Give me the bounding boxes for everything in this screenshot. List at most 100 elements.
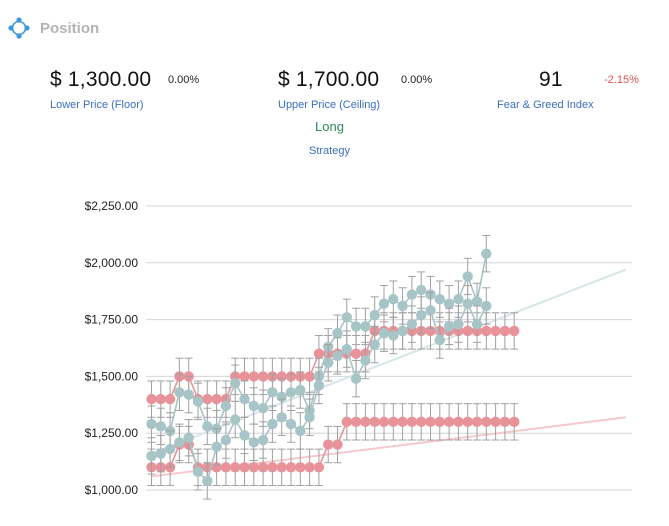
data-point (304, 412, 315, 423)
data-point (257, 403, 269, 414)
data-point (397, 325, 408, 337)
data-point (332, 328, 343, 339)
data-point (453, 318, 464, 330)
data-point (192, 466, 204, 478)
data-point (146, 393, 157, 405)
data-point (257, 371, 269, 382)
data-point (192, 396, 204, 407)
data-point (434, 416, 445, 428)
ceiling-metric: $ 1,700.00 0.00% Upper Price (Ceiling) (278, 68, 432, 111)
floor-change: 0.00% (168, 74, 200, 86)
data-point (397, 300, 408, 312)
y-tick-label: $1,000.00 (85, 483, 139, 497)
data-point (267, 387, 278, 398)
data-point (295, 384, 306, 396)
cluster-logo-icon (8, 17, 30, 39)
data-point (378, 328, 390, 339)
data-point (313, 380, 325, 391)
data-point (174, 387, 185, 398)
data-point (406, 416, 418, 428)
data-point (350, 373, 362, 384)
data-point (425, 416, 436, 428)
data-point (471, 318, 483, 330)
data-point (267, 462, 278, 473)
y-tick-label: $1,750.00 (85, 313, 139, 327)
data-point (285, 418, 297, 430)
floor-price-value: $ 1,300.00 (50, 68, 152, 91)
data-point (248, 437, 259, 448)
data-point (453, 293, 464, 305)
data-point (304, 462, 315, 473)
data-point (369, 309, 380, 321)
data-point (481, 325, 492, 337)
floor-metric: $ 1,300.00 0.00% Lower Price (Floor) (50, 68, 199, 111)
data-point (248, 462, 259, 473)
fear-greed-change: -2.15% (604, 74, 639, 86)
data-point (416, 284, 427, 296)
data-point (434, 293, 445, 305)
data-point (276, 462, 287, 473)
data-point (388, 416, 399, 428)
data-point (416, 416, 427, 428)
data-point (499, 325, 511, 337)
data-point (248, 400, 259, 412)
data-point (164, 393, 176, 405)
data-point (239, 393, 250, 405)
data-point (267, 418, 278, 430)
data-point (220, 462, 232, 473)
data-point (341, 343, 352, 355)
strategy-value: Long (315, 119, 344, 134)
data-point (416, 309, 427, 321)
data-point (499, 416, 511, 428)
data-point (295, 462, 306, 473)
data-point (406, 289, 418, 300)
data-point (509, 325, 520, 337)
data-point (323, 439, 334, 450)
data-point (276, 412, 287, 423)
y-tick-label: $1,500.00 (85, 369, 139, 383)
data-point (369, 339, 380, 350)
data-point (146, 418, 157, 430)
data-point (257, 434, 269, 446)
data-point (471, 296, 483, 307)
floor-label: Lower Price (Floor) (50, 99, 144, 111)
data-point (202, 393, 213, 405)
y-tick-label: $1,250.00 (85, 426, 139, 440)
data-point (406, 318, 418, 330)
data-point (443, 416, 455, 428)
data-point (211, 393, 222, 405)
data-point (481, 416, 492, 428)
data-point (239, 462, 250, 473)
data-point (360, 416, 371, 428)
data-point (481, 248, 492, 259)
strategy-label: Strategy (309, 145, 350, 157)
data-point (369, 416, 380, 428)
data-point (443, 321, 455, 332)
data-point (155, 421, 166, 432)
data-point (360, 321, 371, 332)
data-point (453, 416, 464, 428)
fear-greed-label: Fear & Greed Index (497, 99, 594, 111)
y-tick-label: $2,000.00 (85, 256, 139, 270)
data-point (341, 312, 352, 323)
data-point (388, 330, 399, 341)
fear-greed-value: 91 (539, 68, 563, 91)
data-point (323, 357, 334, 368)
data-point (304, 371, 315, 382)
trend-line (151, 268, 627, 455)
data-point (350, 348, 362, 359)
data-point (471, 416, 483, 428)
data-point (220, 434, 232, 446)
data-point (397, 416, 408, 428)
position-header: Position (8, 14, 99, 42)
fear-greed-metric: 91 -2.15% Fear & Greed Index (497, 68, 639, 111)
data-point (378, 298, 390, 309)
data-point (462, 325, 473, 337)
data-point (211, 441, 222, 453)
data-point (155, 393, 166, 405)
data-point (202, 421, 213, 432)
data-point (350, 416, 362, 428)
data-point (257, 462, 269, 473)
data-point (230, 414, 241, 425)
price-chart: $1,000.00 $1,250.00 $1,500.00 $1,750.00 $2,0… (85, 199, 632, 500)
